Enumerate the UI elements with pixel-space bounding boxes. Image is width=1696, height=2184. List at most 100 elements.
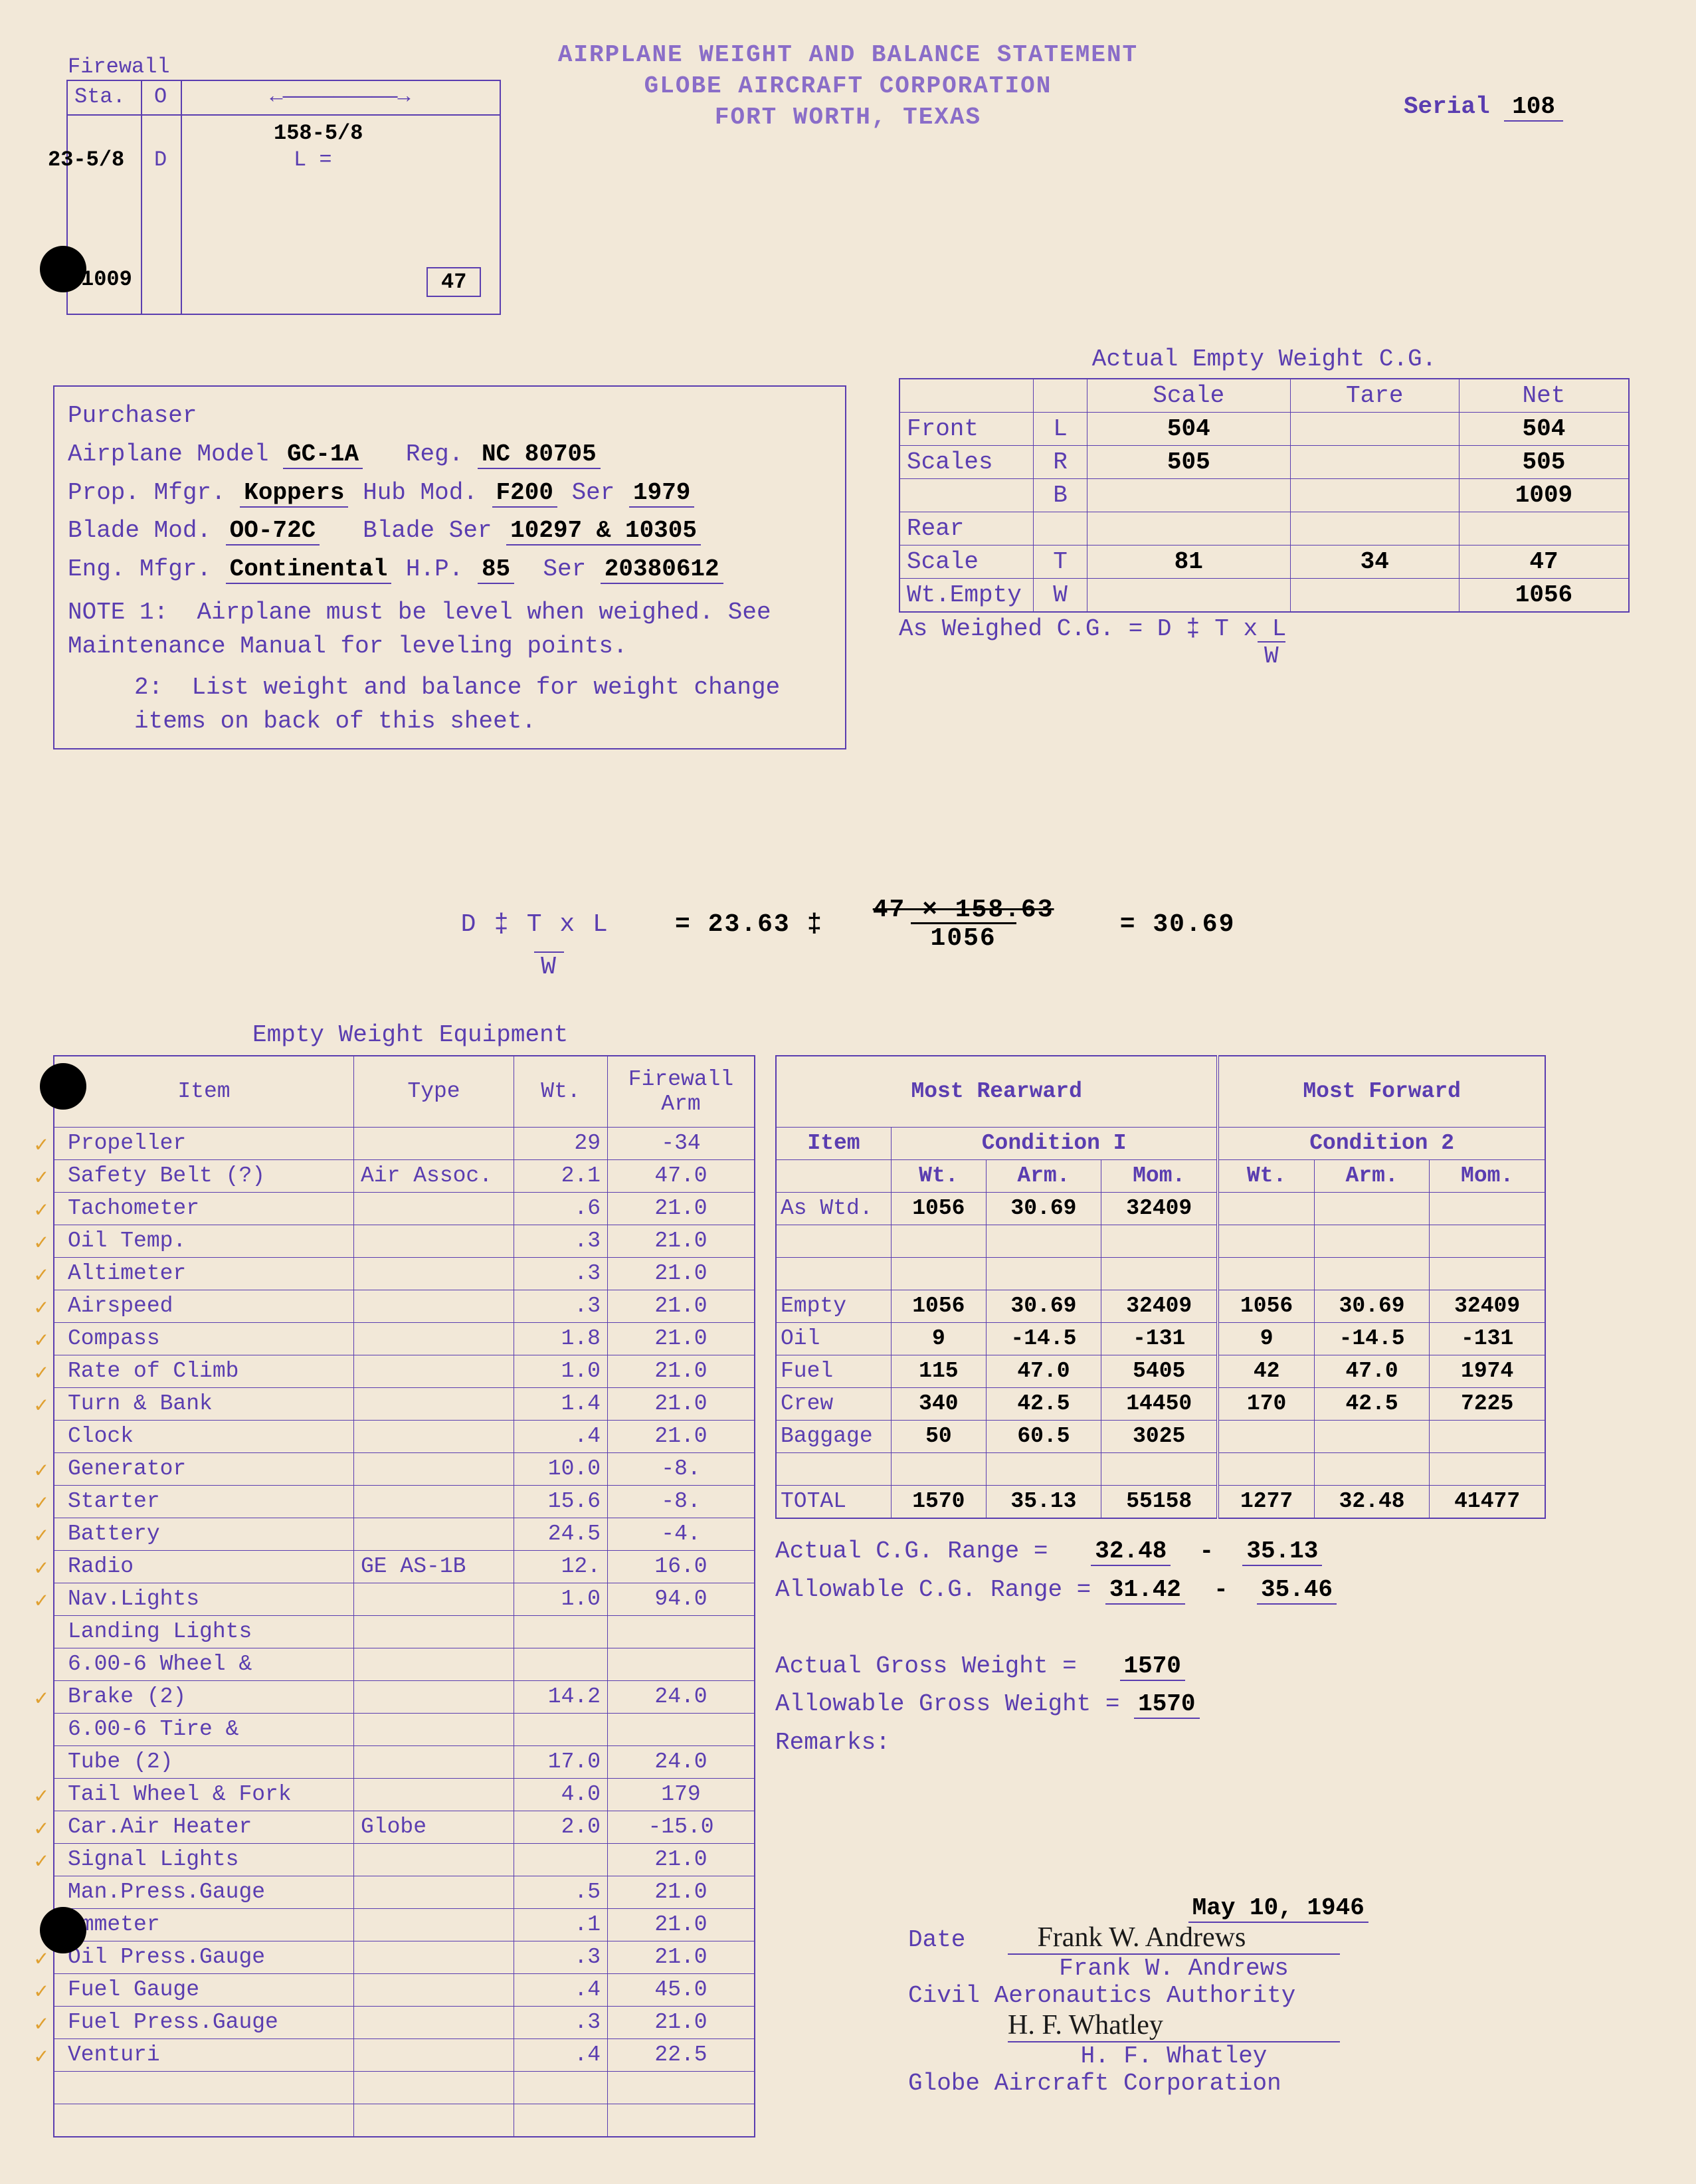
eq-wt xyxy=(514,1843,608,1876)
aew-net xyxy=(1459,512,1629,546)
cond-cell: 14450 xyxy=(1101,1387,1218,1420)
cond-cell: 32409 xyxy=(1101,1290,1218,1322)
eq-type xyxy=(354,2006,514,2038)
aew-row: Wt.EmptyW1056 xyxy=(899,579,1629,613)
equip-header-row: Item Type Wt. Firewall Arm xyxy=(54,1056,755,1128)
cond-cell: 170 xyxy=(1218,1387,1314,1420)
eq-wt: .4 xyxy=(514,2038,608,2071)
lower-wrap: Item Type Wt. Firewall Arm ✓Propeller29-… xyxy=(53,1055,1643,2137)
eq-arm: 24.0 xyxy=(608,1745,755,1778)
cond-cell: 47.0 xyxy=(986,1355,1101,1387)
equip-row: Ammeter.121.0 xyxy=(54,1908,755,1941)
equip-row: ✓Generator10.0-8. xyxy=(54,1452,755,1485)
eq-arm: 21.0 xyxy=(608,1192,755,1225)
cond-sub-row: Wt. Arm. Mom. Wt. Arm. Mom. xyxy=(776,1159,1545,1192)
eq-item: ✓ Brake (2) xyxy=(54,1680,354,1713)
eq-item xyxy=(54,2071,354,2104)
eng-value: Continental xyxy=(226,555,392,584)
bladeser-value: 10297 & 10305 xyxy=(506,517,701,546)
f-bot: 1056 xyxy=(911,922,1016,953)
eq-arm: 21.0 xyxy=(608,1322,755,1355)
org1: Civil Aeronautics Authority xyxy=(908,1982,1643,2009)
row-blade: Blade Mod. OO-72C Blade Ser 10297 & 1030… xyxy=(68,512,832,550)
aew-net: 1009 xyxy=(1459,479,1629,512)
eq-type xyxy=(354,1615,514,1648)
cond-cell: 60.5 xyxy=(986,1420,1101,1452)
eq-wt: 24.5 xyxy=(514,1518,608,1550)
cs2: Mom. xyxy=(1101,1159,1218,1192)
eq-item: ✓Fuel Press.Gauge xyxy=(54,2006,354,2038)
eq-item: ✓Airspeed xyxy=(54,1290,354,1322)
check-icon: ✓ xyxy=(35,1489,48,1516)
equip-row xyxy=(54,2071,755,2104)
cond-row: Fuel11547.054054247.01974 xyxy=(776,1355,1545,1387)
eq-arm: 21.0 xyxy=(608,1387,755,1420)
aew-row: ScalesR505505 xyxy=(899,446,1629,479)
right-column: Most Rearward Most Forward Item Conditio… xyxy=(775,1055,1643,2098)
equip-row: ✓Starter 15.6-8. xyxy=(54,1485,755,1518)
eq-item: ✓Starter xyxy=(54,1485,354,1518)
cond-lbl xyxy=(776,1257,892,1290)
aew-row: Rear xyxy=(899,512,1629,546)
cond-cell: 42.5 xyxy=(986,1387,1101,1420)
cg-block: Actual C.G. Range = 32.48 - 35.13 Allowa… xyxy=(775,1532,1643,1762)
eq-type xyxy=(354,1583,514,1615)
eq-type xyxy=(354,1518,514,1550)
check-icon: ✓ xyxy=(35,1229,48,1256)
eq-arm: 45.0 xyxy=(608,1973,755,2006)
eq-item: ✓Signal Lights xyxy=(54,1843,354,1876)
equip-row: ✓Fuel Gauge.445.0 xyxy=(54,1973,755,2006)
aew-scale xyxy=(1087,512,1291,546)
eq-wt: 15.6 xyxy=(514,1485,608,1518)
eq-item: ✓Altimeter xyxy=(54,1257,354,1290)
aew-title: Actual Empty Weight C.G. xyxy=(899,346,1630,373)
cond-cell: 1570 xyxy=(892,1485,987,1518)
eq-arm: 24.0 xyxy=(608,1680,755,1713)
eq-wt: 17.0 xyxy=(514,1745,608,1778)
eq-arm: -8. xyxy=(608,1485,755,1518)
dash2: - xyxy=(1214,1576,1228,1603)
eq-item: ✓Nav.Lights xyxy=(54,1583,354,1615)
cs3: Wt. xyxy=(1218,1159,1314,1192)
cond-lbl: Fuel xyxy=(776,1355,892,1387)
f-eq: = 23.63 ‡ xyxy=(675,910,823,939)
eq-wt: .3 xyxy=(514,1941,608,1973)
actual-empty-weight: Actual Empty Weight C.G. Scale Tare Net … xyxy=(899,346,1630,670)
check-icon: ✓ xyxy=(35,1294,48,1321)
dash: - xyxy=(1200,1538,1214,1565)
cond-cell xyxy=(1218,1225,1314,1257)
cond-cell: -14.5 xyxy=(986,1322,1101,1355)
eq-type xyxy=(354,1257,514,1290)
note2-text: List weight and balance for weight chang… xyxy=(134,674,780,734)
aew-tare xyxy=(1290,479,1459,512)
equip-row: ✓Turn & Bank1.421.0 xyxy=(54,1387,755,1420)
check-icon: ✓ xyxy=(35,1782,48,1809)
cond-cell: 30.69 xyxy=(986,1192,1101,1225)
eq-wt: .5 xyxy=(514,1876,608,1908)
equip-row: ✓Battery24.5-4. xyxy=(54,1518,755,1550)
eq-arm: 21.0 xyxy=(608,1843,755,1876)
equip-row: 6.00-6 Wheel & xyxy=(54,1648,755,1680)
actual-gw-row: Actual Gross Weight = 1570 xyxy=(775,1647,1643,1686)
as-weighed-text: As Weighed C.G. = D ‡ T x L xyxy=(899,615,1286,643)
blade-label: Blade Mod. xyxy=(68,517,211,544)
prop-value: Koppers xyxy=(240,479,348,508)
aew-label: Wt.Empty xyxy=(899,579,1034,613)
cond-lbl: Baggage xyxy=(776,1420,892,1452)
eq-arm: -34 xyxy=(608,1127,755,1159)
eh-wt: Wt. xyxy=(514,1056,608,1128)
equip-row: ✓Safety Belt (?)Air Assoc.2.147.0 xyxy=(54,1159,755,1192)
eq-arm: 16.0 xyxy=(608,1550,755,1583)
note2-label: 2: xyxy=(134,674,163,701)
aew-h2: Scale xyxy=(1087,379,1291,413)
eq-item: ✓Battery xyxy=(54,1518,354,1550)
firewall-diagram: Firewall Sta. O ←―――――――――→ 158-5/8 L = … xyxy=(66,80,501,315)
aew-sub: T xyxy=(1034,546,1087,579)
cond-cell xyxy=(1314,1257,1429,1290)
check-icon: ✓ xyxy=(35,1815,48,1842)
engser-value: 20380612 xyxy=(601,555,723,584)
aew-label: Rear xyxy=(899,512,1034,546)
equip-row: ✓Compass1.821.0 xyxy=(54,1322,755,1355)
aew-scale: 504 xyxy=(1087,413,1291,446)
aew-sub: B xyxy=(1034,479,1087,512)
